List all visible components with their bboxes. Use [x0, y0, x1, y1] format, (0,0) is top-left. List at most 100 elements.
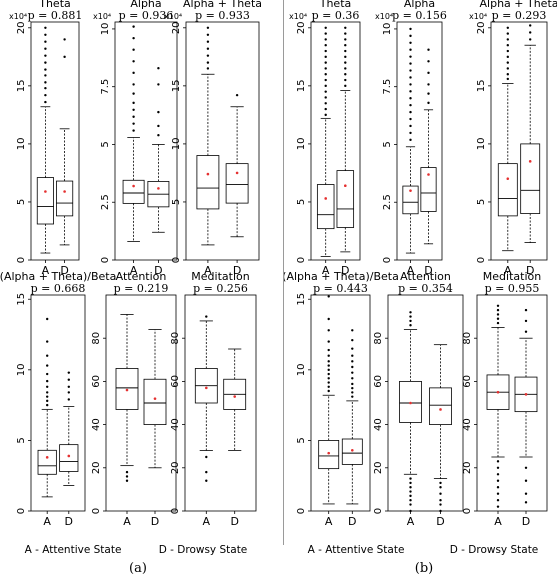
box-iqr	[196, 155, 220, 210]
plot-frame	[184, 294, 257, 512]
outlier-point	[46, 372, 49, 376]
box-iqr	[429, 387, 452, 426]
outlier-point	[351, 382, 354, 386]
outlier-point	[327, 385, 330, 388]
plot-frame	[185, 21, 260, 261]
outlier-point	[351, 347, 354, 350]
outlier-point	[351, 354, 354, 357]
outlier-point	[324, 84, 327, 88]
plot-frame	[30, 21, 80, 261]
outlier-point	[132, 83, 135, 86]
outlier-point	[157, 124, 160, 128]
outlier-point	[496, 308, 500, 312]
x-tick-label: D	[522, 515, 530, 528]
p-value-label: p = 0.443	[313, 282, 368, 295]
legend-attentive: A - Attentive State	[308, 544, 405, 556]
outlier-point	[496, 460, 500, 463]
outlier-point	[67, 378, 71, 381]
legend-attentive: A - Attentive State	[25, 544, 122, 556]
outlier-point	[524, 492, 528, 495]
outlier-point	[409, 83, 412, 86]
outlier-point	[327, 368, 330, 372]
outlier-point	[496, 321, 500, 325]
p-value-label: p = 0.936	[119, 9, 174, 22]
outlier-point	[439, 503, 442, 506]
outlier-point	[46, 403, 49, 407]
y-tick-label: 10	[16, 138, 27, 151]
x-tick-label: D	[60, 264, 68, 277]
outlier-point	[344, 55, 347, 59]
outlier-point	[205, 479, 208, 482]
outlier-point	[351, 386, 354, 390]
outlier-point	[344, 84, 347, 88]
outlier-point	[327, 377, 330, 380]
y-exponent-label: x10⁴	[164, 12, 182, 21]
y-tick-label: 15	[16, 293, 27, 306]
x-tick-label: A	[204, 264, 212, 277]
outlier-point	[327, 317, 330, 321]
outlier-point	[351, 371, 354, 374]
y-tick-label: 2.5	[382, 194, 393, 210]
y-tick-label: 20	[373, 461, 384, 474]
outlier-point	[132, 122, 135, 125]
y-tick-label: 15	[171, 79, 182, 92]
outlier-point	[427, 60, 430, 63]
outlier-point	[506, 55, 509, 59]
outlier-point	[506, 49, 509, 53]
outlier-point	[125, 470, 129, 474]
y-tick-label: 15	[296, 293, 307, 306]
y-exponent-label: x10⁴	[375, 12, 393, 21]
outlier-point	[427, 92, 430, 95]
outlier-point	[205, 470, 208, 474]
mean-marker	[205, 386, 208, 390]
box-iqr	[316, 184, 335, 230]
y-tick-label: 0	[296, 257, 307, 263]
outlier-point	[409, 319, 412, 323]
chart-title: Theta	[38, 0, 71, 10]
y-tick-label: 20	[91, 461, 102, 474]
outlier-point	[496, 473, 500, 476]
outlier-point	[409, 117, 412, 121]
x-tick-label: D	[436, 515, 444, 528]
outlier-point	[46, 395, 49, 398]
outlier-point	[506, 44, 509, 47]
outlier-point	[324, 90, 327, 93]
outlier-point	[344, 38, 347, 41]
outlier-point	[344, 44, 347, 47]
p-value-label: p = 0.36	[312, 9, 360, 22]
outlier-point	[132, 129, 135, 132]
outlier-point	[206, 33, 210, 36]
outlier-point	[409, 27, 412, 31]
x-tick-label: D	[230, 515, 238, 528]
outlier-point	[439, 499, 442, 502]
outlier-point	[44, 86, 47, 90]
outlier-point	[344, 26, 347, 30]
outlier-point	[427, 83, 430, 86]
outlier-point	[409, 499, 412, 502]
x-tick-label: A	[407, 515, 415, 528]
outlier-point	[327, 381, 330, 384]
outlier-point	[44, 61, 47, 64]
mean-marker	[439, 408, 442, 411]
y-tick-label: 0	[462, 508, 473, 514]
caption-b: (b)	[414, 561, 434, 576]
outlier-point	[324, 107, 327, 111]
y-exponent-label: x10⁴	[9, 12, 27, 21]
plot-frame	[396, 21, 443, 261]
outlier-point	[67, 385, 71, 388]
y-tick-label: 40	[170, 418, 181, 431]
outlier-point	[409, 34, 412, 38]
x-tick-label: D	[341, 264, 349, 277]
outlier-point	[324, 49, 327, 53]
outlier-point	[132, 108, 135, 112]
outlier-point	[344, 32, 347, 35]
outlier-point	[506, 26, 509, 30]
outlier-point	[351, 365, 354, 369]
chart-title: (Alpha + Theta)/Beta	[0, 270, 116, 283]
y-tick-label: 10	[171, 138, 182, 151]
plot-frame	[310, 294, 371, 512]
outlier-point	[206, 40, 210, 43]
y-tick-label: 0	[170, 508, 181, 514]
y-tick-label: 10	[16, 363, 27, 376]
chart-title: Attention	[400, 270, 451, 283]
